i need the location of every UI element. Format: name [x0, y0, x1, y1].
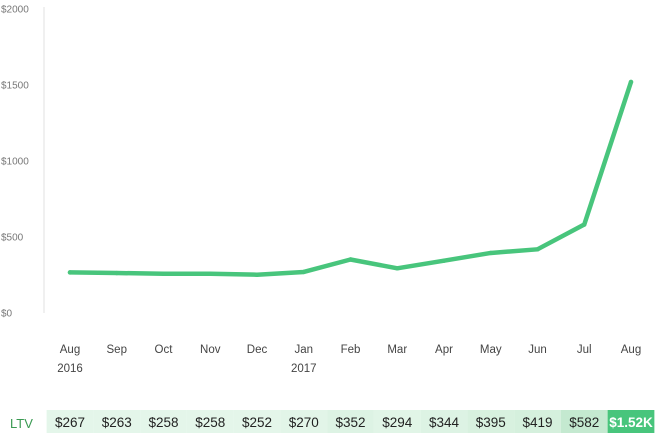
ltv-cell: [186, 410, 234, 433]
y-tick-label: $1000: [1, 157, 29, 168]
y-tick-label: $1500: [1, 81, 29, 92]
ltv-cell-value: $294: [382, 415, 413, 430]
x-tick-label: Mar: [387, 344, 407, 356]
ltv-cell-value: $252: [242, 415, 272, 430]
ltv-cell: [46, 410, 94, 433]
ltv-cell-value: $395: [476, 415, 506, 430]
ltv-cell: [467, 410, 515, 433]
x-tick-label: Jul: [577, 344, 592, 356]
ltv-cell-value: $258: [148, 415, 178, 430]
x-tick-label: Jan: [294, 344, 313, 356]
ltv-cell: [514, 410, 561, 433]
x-tick-label: Oct: [155, 344, 174, 356]
ltv-data-point: [441, 258, 447, 263]
ltv-data-point: [488, 250, 493, 256]
ltv-cell: [373, 410, 421, 433]
ltv-cell: [280, 410, 328, 433]
ltv-row-label: LTV: [10, 416, 33, 431]
ltv-data-point: [628, 79, 634, 85]
x-tick-label: May: [480, 344, 502, 356]
x-axis: Aug 2016 Sep Oct Nov Dec Jan 2017 Feb Mar Apr May Ju…: [57, 344, 641, 375]
x-tick-label: Aug: [60, 344, 80, 356]
ltv-cell-value: $270: [289, 415, 319, 430]
ltv-cell: [140, 410, 187, 433]
y-axis: $0 $500 $1000 $1500 $2000: [1, 5, 45, 320]
y-tick-label: $0: [1, 309, 13, 320]
ltv-data-point: [582, 222, 587, 227]
ltv-data-point: [254, 272, 260, 277]
ltv-cell: [233, 410, 281, 433]
ltv-data-point: [535, 247, 540, 252]
x-tick-label: Aug: [621, 344, 641, 356]
ltv-cell-value: $267: [55, 415, 85, 430]
ltv-data-point: [161, 271, 166, 276]
ltv-cell: [560, 410, 608, 433]
ltv-data-point: [114, 270, 119, 276]
ltv-cell-value: $352: [335, 415, 365, 430]
series-group: [67, 79, 634, 277]
ltv-data-point: [301, 269, 306, 275]
ltv-cell: [607, 410, 655, 433]
ltv-data-point: [395, 266, 400, 271]
ltv-series-line: [67, 79, 634, 277]
ltv-cell-value: $582: [569, 415, 599, 430]
ltv-data-point: [348, 257, 353, 262]
ltv-data-point: [67, 270, 73, 275]
ltv-cell-value: $419: [522, 415, 552, 430]
ltv-cell: [93, 410, 141, 433]
x-tick-label: Feb: [341, 344, 361, 356]
ltv-data-point: [208, 271, 213, 276]
x-tick-year-label: 2017: [291, 363, 317, 375]
ltv-cell-value: $1.52K: [609, 415, 653, 430]
x-tick-label: Jun: [528, 344, 547, 356]
ltv-summary-row: LTV $267 $263 $258 $258 $252 $270 $352 $294 $344 $…: [10, 410, 655, 433]
y-tick-label: $500: [1, 233, 24, 244]
ltv-cell-value: $344: [429, 415, 460, 430]
ltv-cell-value: $258: [195, 415, 225, 430]
ltv-cell: [327, 410, 374, 433]
x-tick-label: Apr: [435, 344, 453, 356]
x-tick-label: Dec: [247, 344, 268, 356]
x-tick-year-label: 2016: [57, 363, 83, 375]
x-tick-label: Nov: [200, 344, 221, 356]
ltv-cell: [420, 410, 468, 433]
x-tick-label: Sep: [107, 344, 127, 356]
y-tick-label: $2000: [1, 5, 29, 16]
ltv-cell-value: $263: [102, 415, 132, 430]
